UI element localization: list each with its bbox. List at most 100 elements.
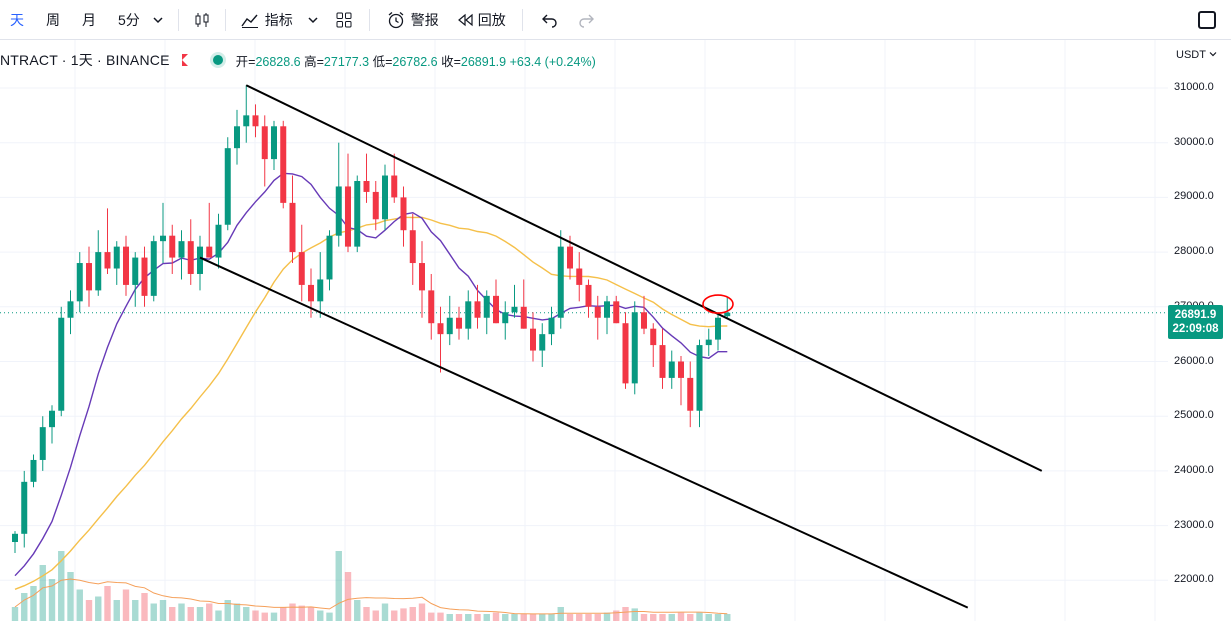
- candle: [613, 295, 620, 324]
- candle-body: [280, 126, 287, 203]
- price-tick-label: 29000.0: [1174, 190, 1214, 203]
- candle: [502, 301, 509, 340]
- fullscreen-button[interactable]: [1198, 11, 1216, 29]
- candle: [123, 235, 129, 296]
- volume-bar: [640, 614, 648, 621]
- candle: [687, 361, 694, 428]
- volume-bar: [11, 607, 19, 621]
- toolbar-separator: [368, 8, 370, 31]
- volume-bar: [520, 614, 527, 621]
- toolbar-separator: [224, 8, 226, 31]
- volume-bar: [363, 607, 370, 621]
- candle-body: [622, 323, 629, 384]
- high-value: 27177.3: [323, 54, 370, 69]
- volume-bar: [21, 593, 28, 621]
- interval-day-button[interactable]: 天: [10, 11, 24, 28]
- candle-body: [446, 317, 453, 335]
- volume-bar: [613, 610, 620, 621]
- candle-body: [21, 481, 28, 534]
- candle-body: [206, 246, 213, 258]
- candle: [372, 180, 379, 231]
- chevron-down-icon: [153, 16, 163, 23]
- candle-body: [234, 126, 240, 149]
- volume-bar: [381, 603, 389, 621]
- candle-body: [252, 115, 259, 127]
- layouts-button[interactable]: [335, 0, 353, 40]
- volume-bar: [566, 614, 574, 621]
- layouts-icon: [336, 12, 352, 27]
- low-label: 低=: [372, 54, 393, 69]
- trend-line-upper-channel[interactable]: [245, 84, 1043, 472]
- indicators-button[interactable]: 指标: [240, 0, 293, 40]
- alert-label: 警报: [410, 11, 439, 28]
- replay-button[interactable]: 回放: [457, 0, 506, 40]
- undo-button[interactable]: [541, 0, 559, 40]
- flag-icon[interactable]: [181, 54, 188, 66]
- volume-bar: [677, 612, 685, 621]
- candle: [187, 219, 194, 285]
- candle-body: [132, 257, 139, 285]
- volume-bar: [67, 572, 74, 621]
- candle: [58, 306, 65, 417]
- candle-body: [326, 235, 333, 280]
- close-label: 收=: [441, 54, 461, 69]
- candle: [95, 230, 102, 296]
- candle: [409, 213, 416, 285]
- candle: [298, 224, 305, 302]
- candle: [12, 531, 18, 553]
- candle-body: [678, 361, 684, 378]
- candle: [446, 295, 453, 346]
- candle: [280, 120, 287, 209]
- candle: [520, 279, 527, 329]
- candle: [604, 295, 610, 335]
- volume-bar: [132, 600, 139, 621]
- candle-body: [659, 345, 666, 378]
- market-status-icon[interactable]: [209, 52, 226, 68]
- candle: [141, 246, 148, 307]
- replay-label: 回放: [477, 11, 506, 28]
- circle-annotation[interactable]: [702, 294, 734, 314]
- interval-month-button[interactable]: 月: [82, 11, 96, 28]
- candle: [335, 142, 342, 247]
- price-chart[interactable]: [0, 40, 1168, 621]
- candle-body: [641, 312, 647, 329]
- interval-week-button[interactable]: 周: [46, 11, 60, 28]
- volume-bar: [557, 607, 564, 621]
- indicators-icon: [241, 14, 258, 28]
- candle-body: [428, 290, 435, 324]
- alert-button[interactable]: 警报: [386, 0, 439, 40]
- candle-body: [548, 317, 555, 335]
- trend-lines[interactable]: [199, 84, 1043, 609]
- candle-body: [215, 224, 222, 258]
- currency-label: USDT: [1176, 49, 1206, 61]
- candle-body: [150, 241, 157, 296]
- redo-button[interactable]: [577, 0, 595, 40]
- chevron-down-icon: [1209, 52, 1217, 57]
- candle: [39, 416, 46, 471]
- candle: [705, 328, 712, 357]
- volume-bar: [58, 551, 65, 621]
- candle-body: [715, 317, 721, 340]
- candle: [724, 297, 731, 319]
- volume-bar: [178, 603, 185, 621]
- candle-body: [530, 328, 536, 351]
- volume-bar: [529, 614, 537, 621]
- interval-dropdown-button[interactable]: [152, 0, 164, 40]
- candle: [215, 213, 222, 269]
- volume-bar: [659, 614, 666, 621]
- interval-5min-button[interactable]: 5分: [118, 11, 140, 28]
- currency-selector[interactable]: USDT: [1176, 49, 1217, 61]
- volume-bar: [668, 614, 675, 621]
- symbol-title[interactable]: NTRACT · 1天 · BINANCE: [0, 52, 170, 68]
- candle-body: [160, 235, 166, 242]
- volume-bar: [169, 607, 176, 621]
- chart-grid: [0, 40, 1168, 621]
- trend-line-lower-channel[interactable]: [199, 256, 969, 609]
- candle: [391, 153, 398, 203]
- candle: [696, 339, 703, 428]
- indicators-dropdown-button[interactable]: [307, 0, 319, 40]
- candle: [86, 246, 92, 307]
- candle-body: [511, 306, 518, 313]
- volume-bar: [280, 607, 287, 621]
- chart-type-button[interactable]: [193, 0, 211, 40]
